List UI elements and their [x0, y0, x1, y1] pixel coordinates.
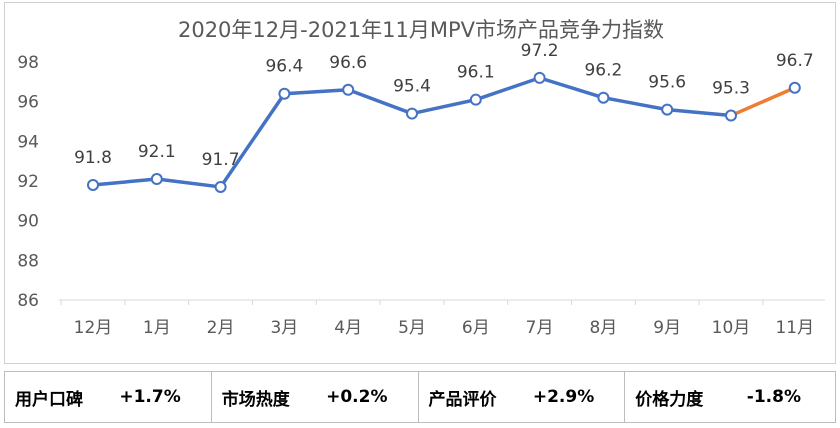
- y-tick-label: 90: [17, 212, 39, 232]
- data-points: [87, 71, 801, 193]
- x-tick-label: 6月: [462, 318, 490, 338]
- metric-value: +0.2%: [326, 387, 388, 407]
- x-axis-ticks: 12月 1月 2月 3月 4月 5月 6月 7月 8月 9月 10月 11月: [60, 300, 814, 338]
- metric-label: 产品评价: [428, 389, 497, 410]
- series-line: [92, 76, 796, 189]
- data-labels: 91.8 92.1 91.7 96.4 96.6 95.4 96.1 97.2 96.2 95.6…: [74, 41, 814, 170]
- metric-label: 价格力度: [635, 389, 704, 410]
- data-point: [597, 91, 610, 104]
- y-tick-label: 94: [17, 132, 39, 152]
- data-point: [87, 178, 99, 191]
- chart-panel: 2020年12月-2021年11月MPV市场产品竞争力指数 98 96 94 92 90…: [4, 2, 836, 364]
- x-tick-label: 11月: [775, 318, 814, 338]
- data-label: 92.1: [138, 142, 176, 162]
- metric-label: 用户口碑: [15, 389, 83, 410]
- series-line-highlight: [730, 86, 796, 118]
- data-point: [661, 103, 674, 116]
- metric-price-strength: 价格力度 -1.8%: [625, 372, 835, 422]
- data-point: [469, 93, 482, 106]
- x-tick-label: 2月: [207, 318, 235, 338]
- x-tick-label: 8月: [589, 318, 617, 338]
- metric-product-rating: 产品评价 +2.9%: [419, 372, 626, 422]
- data-label: 96.1: [457, 63, 495, 83]
- metric-value: -1.8%: [746, 387, 801, 407]
- metric-value: +2.9%: [532, 387, 595, 407]
- data-label: 97.2: [521, 41, 559, 61]
- data-label: 95.4: [393, 77, 431, 97]
- metrics-bar: 用户口碑 +1.7% 市场热度 +0.2% 产品评价 +2.9% 价格力度 -1…: [4, 371, 836, 423]
- data-label: 91.8: [74, 148, 112, 168]
- data-point: [150, 173, 163, 186]
- x-tick-label: 1月: [143, 318, 171, 338]
- x-tick-label: 10月: [712, 318, 751, 338]
- y-tick-label: 86: [17, 291, 39, 311]
- metric-value: +1.7%: [119, 387, 181, 407]
- data-label: 95.6: [648, 73, 686, 93]
- data-label: 91.7: [202, 150, 240, 170]
- x-tick-label: 7月: [526, 318, 554, 338]
- metric-user-reputation: 用户口碑 +1.7%: [5, 372, 212, 422]
- y-axis-ticks: 98 96 94 92 90 88 86: [17, 53, 39, 311]
- data-point: [533, 71, 546, 84]
- chart-title: 2020年12月-2021年11月MPV市场产品竞争力指数: [178, 18, 664, 42]
- data-point: [406, 107, 418, 120]
- data-point: [278, 87, 291, 100]
- data-label: 96.2: [584, 61, 622, 81]
- line-chart: 2020年12月-2021年11月MPV市场产品竞争力指数 98 96 94 92 90…: [17, 18, 825, 338]
- y-tick-label: 96: [17, 93, 39, 113]
- data-label: 96.6: [329, 53, 367, 73]
- data-point: [342, 83, 355, 96]
- y-tick-label: 88: [17, 251, 39, 271]
- data-point: [725, 109, 737, 122]
- y-tick-label: 98: [17, 53, 39, 73]
- data-label: 96.7: [776, 51, 814, 71]
- data-point: [214, 180, 227, 193]
- x-tick-label: 9月: [653, 318, 681, 338]
- metric-market-heat: 市场热度 +0.2%: [212, 372, 419, 422]
- x-tick-label: 5月: [398, 318, 426, 338]
- data-point: [788, 81, 801, 94]
- y-tick-label: 92: [17, 172, 39, 192]
- x-tick-label: 3月: [270, 318, 298, 338]
- x-tick-label: 4月: [334, 318, 362, 338]
- data-label: 96.4: [265, 57, 303, 77]
- drop-lines: [92, 77, 796, 300]
- x-tick-label: 12月: [74, 318, 113, 338]
- metric-label: 市场热度: [221, 389, 290, 410]
- data-label: 95.3: [712, 79, 750, 99]
